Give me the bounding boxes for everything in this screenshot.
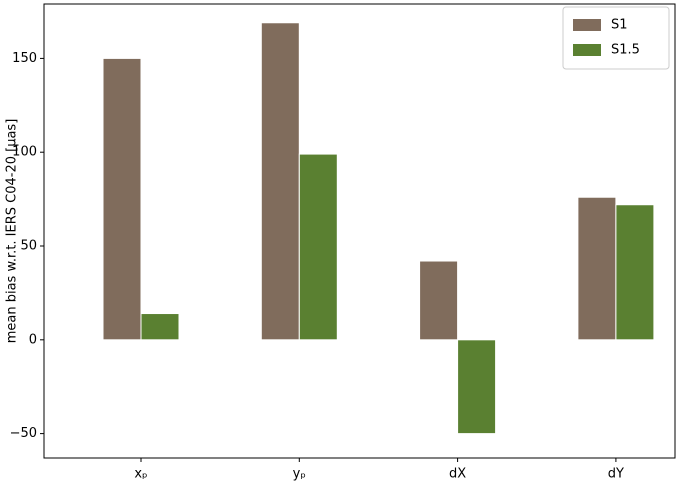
x-tick-label: dX [449, 467, 466, 482]
y-tick-label: 50 [20, 239, 37, 254]
legend-label: S1 [611, 18, 628, 33]
bar [419, 260, 459, 341]
y-tick-label: 100 [12, 145, 37, 160]
bar [457, 339, 497, 435]
bar [298, 153, 338, 341]
bar [140, 313, 180, 341]
bar [577, 196, 617, 341]
bar [615, 204, 655, 341]
y-axis-label: mean bias w.r.t. IERS C04-20 [μas] [5, 119, 20, 344]
plot-frame [43, 3, 676, 459]
bar [102, 57, 142, 341]
bar [260, 22, 300, 341]
legend-label: S1.5 [611, 43, 640, 58]
x-tick-label: yₚ [293, 467, 306, 482]
legend-swatch [573, 44, 601, 56]
y-tick-label: −50 [10, 426, 37, 441]
legend-box [562, 6, 670, 70]
x-tick-label: xₚ [134, 467, 147, 482]
x-tick-label: dY [608, 467, 624, 482]
y-tick-label: 150 [12, 51, 37, 66]
y-tick-label: 0 [29, 332, 37, 347]
legend-swatch [573, 19, 601, 31]
